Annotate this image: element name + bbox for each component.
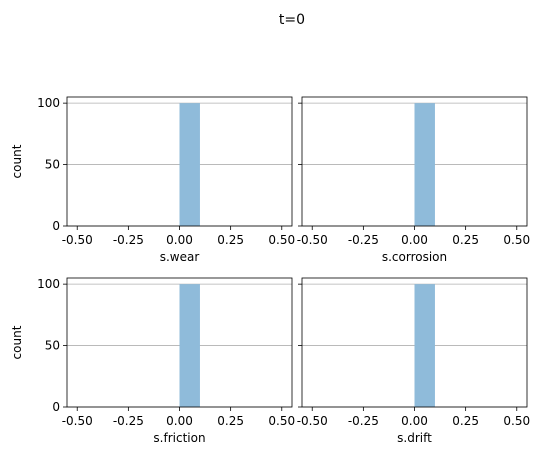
x-tick-label: 0.50 <box>268 233 295 247</box>
y-tick-label: 100 <box>37 96 60 110</box>
x-tick-label: 0.00 <box>401 233 428 247</box>
x-tick-label: 0.00 <box>166 233 193 247</box>
x-tick-label: 0.50 <box>503 233 530 247</box>
x-tick-label: -0.50 <box>62 233 93 247</box>
y-tick-label: 50 <box>45 339 60 353</box>
x-tick-label: -0.25 <box>348 233 379 247</box>
subplot-1: -0.50 -0.25 0.00 0.25 0.50 0 50 100 s.wear count <box>10 96 295 264</box>
x-axis-label: s.friction <box>153 431 205 445</box>
subplot-3: -0.50 -0.25 0.00 0.25 0.50 0 50 100 s.friction co… <box>10 277 295 445</box>
x-tick-label: -0.50 <box>62 414 93 428</box>
x-tick-label: -0.25 <box>113 233 144 247</box>
y-tick-label: 50 <box>45 158 60 172</box>
x-axis-label: s.drift <box>397 431 432 445</box>
x-tick-label: 0.25 <box>217 233 244 247</box>
x-tick-label: -0.50 <box>297 414 328 428</box>
histogram-bar <box>414 284 435 407</box>
x-tick-label: 0.25 <box>217 414 244 428</box>
subplot-grid: -0.50 -0.25 0.00 0.25 0.50050100s.wearcount-… <box>10 96 530 445</box>
x-tick-label: 0.50 <box>503 414 530 428</box>
figure-title: t=0 <box>279 12 305 28</box>
subplot-2: -0.50 -0.25 0.00 0.25 0.50 s.corrosion <box>297 96 530 264</box>
x-tick-label: -0.50 <box>297 233 328 247</box>
x-axis-label: s.corrosion <box>382 250 447 264</box>
x-tick-label: -0.25 <box>113 414 144 428</box>
histogram-bar <box>179 103 200 226</box>
x-tick-label: -0.25 <box>348 414 379 428</box>
x-axis-label: s.wear <box>160 250 200 264</box>
y-tick-label: 100 <box>37 277 60 291</box>
x-tick-label: 0.25 <box>452 414 479 428</box>
histogram-bar <box>414 103 435 226</box>
x-tick-label: 0.50 <box>268 414 295 428</box>
subplot-4: -0.50 -0.25 0.00 0.25 0.50 s.drift <box>297 277 530 445</box>
y-axis-label: count <box>10 325 24 359</box>
y-axis-label: count <box>10 144 24 178</box>
y-tick-label: 0 <box>52 400 60 414</box>
x-tick-label: 0.00 <box>166 414 193 428</box>
y-tick-label: 0 <box>52 219 60 233</box>
histogram-bar <box>179 284 200 407</box>
x-tick-label: 0.25 <box>452 233 479 247</box>
x-tick-label: 0.00 <box>401 414 428 428</box>
